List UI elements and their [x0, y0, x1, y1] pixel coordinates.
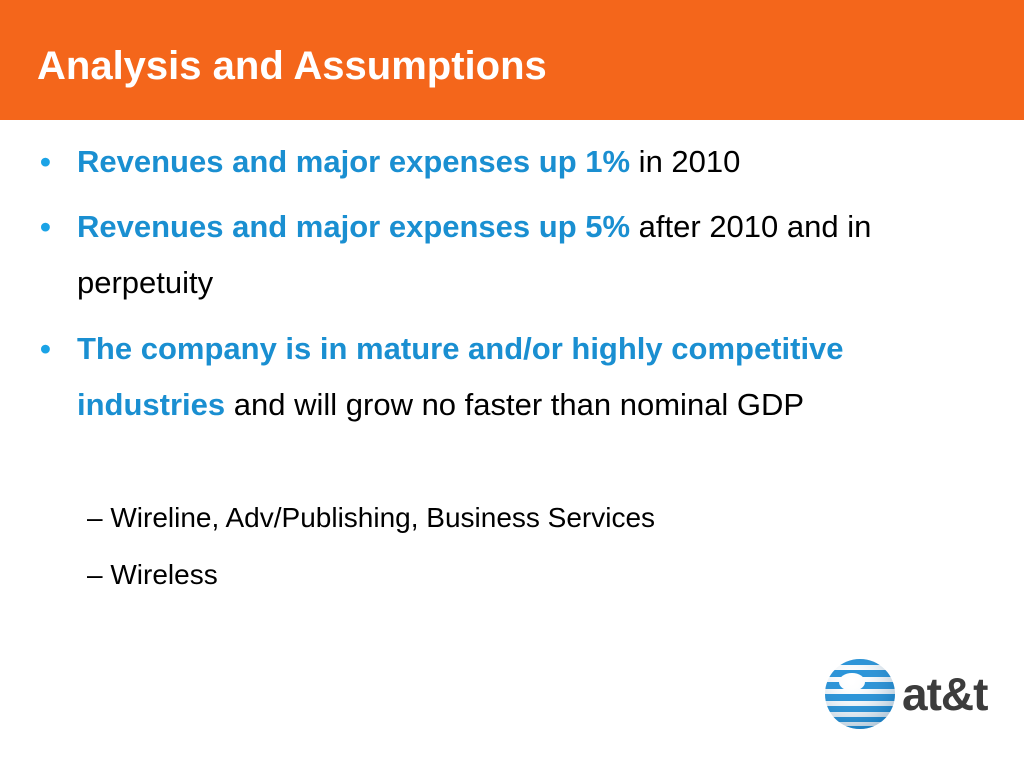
sub-bullet-item: – Wireline, Adv/Publishing, Business Ser… — [87, 502, 656, 533]
bullet-dot: • — [40, 144, 51, 179]
bullet-highlight: The company is in mature and/or highly c… — [77, 331, 844, 422]
bullet-highlight: Revenues and major expenses up 1% — [77, 144, 631, 179]
bullet-rest: in 2010 — [630, 144, 741, 179]
att-logo: at&t — [822, 656, 992, 732]
sub-bullet-item: – Wireless — [87, 559, 218, 590]
bullet-text: Revenues and major expenses up 5% after … — [77, 199, 947, 311]
bullet-text: The company is in mature and/or highly c… — [77, 321, 947, 433]
logo-wordmark: at&t — [902, 668, 988, 720]
bullet-highlight: Revenues and major expenses up 5% — [77, 209, 631, 244]
bullet-text: Revenues and major expenses up 1% in 201… — [77, 134, 947, 190]
title-bar: Analysis and Assumptions — [0, 0, 1024, 120]
bullet-dot: • — [40, 331, 51, 366]
bullet-rest: and will grow no faster than nominal GDP — [225, 387, 805, 422]
att-globe-icon — [825, 659, 895, 729]
bullet-dot: • — [40, 209, 51, 244]
bullet-rest: after 2010 and in perpetuity — [77, 209, 872, 300]
slide-title: Analysis and Assumptions — [37, 44, 547, 88]
